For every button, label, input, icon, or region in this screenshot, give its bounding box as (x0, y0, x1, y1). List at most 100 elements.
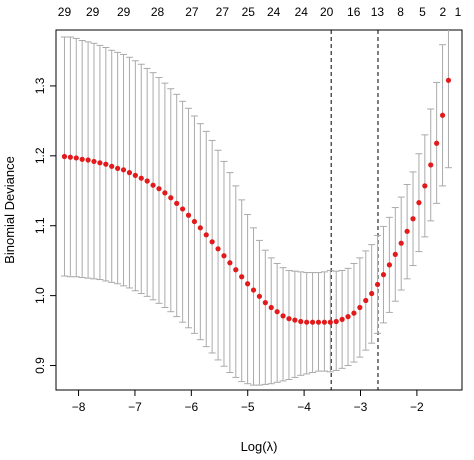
data-point (386, 262, 392, 268)
top-axis-label: 16 (347, 5, 361, 19)
data-point (321, 319, 328, 325)
data-point (280, 313, 286, 319)
plot-frame (55, 29, 463, 391)
data-point (268, 304, 274, 311)
error-bars (60, 30, 452, 386)
data-point (439, 112, 446, 118)
data-point (191, 218, 198, 225)
top-axis-label: 28 (151, 5, 165, 19)
x-axis: −8 −7 −6 −5 −4 −3 −2 (72, 390, 424, 414)
x-axis-label: Log(λ) (241, 439, 278, 454)
data-point (168, 195, 174, 201)
data-point (144, 178, 150, 184)
top-axis-label: 29 (58, 5, 72, 19)
data-point (351, 310, 357, 316)
x-tick-label: −4 (297, 400, 311, 414)
y-tick-label: 1.0 (33, 287, 47, 304)
y-tick-label: 0.9 (33, 357, 47, 374)
top-axis-label: 27 (185, 5, 199, 19)
data-point (363, 297, 369, 304)
data-point (245, 281, 251, 287)
y-axis: 0.9 1.0 1.1 1.2 1.3 (33, 77, 56, 374)
data-point (398, 240, 404, 246)
data-point (292, 317, 298, 323)
data-point (180, 206, 186, 212)
data-point (209, 239, 215, 245)
data-point (156, 186, 162, 192)
x-tick-label: −2 (410, 400, 424, 414)
data-point (227, 260, 233, 266)
data-point (298, 318, 304, 325)
data-point (304, 319, 310, 325)
data-point (109, 163, 115, 169)
data-point (309, 319, 316, 325)
data-point (215, 246, 221, 252)
data-point (357, 304, 363, 311)
top-axis: 29 29 29 28 27 27 25 24 24 20 16 13 8 5 2 1 (58, 5, 462, 19)
data-point (345, 314, 351, 320)
data-point (256, 293, 263, 299)
data-point (380, 272, 387, 278)
data-point (120, 167, 127, 173)
data-point (404, 228, 410, 234)
data-point (286, 316, 292, 322)
data-point (333, 318, 339, 325)
data-point (274, 309, 280, 315)
data-point (85, 157, 91, 163)
top-axis-label: 13 (371, 5, 385, 19)
top-axis-label: 27 (216, 5, 230, 19)
data-point (445, 77, 452, 83)
data-point (73, 155, 79, 161)
data-point (392, 251, 398, 257)
top-axis-label: 2 (439, 5, 446, 19)
x-tick-label: −7 (128, 400, 142, 414)
data-point (97, 160, 103, 166)
data-point (185, 212, 192, 218)
y-tick-label: 1.2 (33, 147, 47, 164)
data-point (315, 319, 322, 325)
top-axis-label: 24 (295, 5, 309, 19)
data-point (203, 232, 209, 238)
top-axis-label: 5 (419, 5, 426, 19)
data-point (239, 274, 245, 280)
y-tick-label: 1.3 (33, 77, 47, 94)
y-axis-label: Binomial Deviance (2, 156, 17, 264)
data-point (150, 182, 156, 188)
data-point (221, 253, 227, 259)
data-point (434, 140, 440, 146)
data-point (91, 158, 97, 165)
data-point (339, 316, 345, 322)
data-point (132, 172, 138, 178)
data-point (416, 200, 422, 206)
data-point (428, 162, 434, 168)
data-point (233, 267, 239, 273)
top-axis-label: 24 (267, 5, 281, 19)
x-tick-label: −3 (354, 400, 368, 414)
data-point (61, 153, 68, 160)
data-point (115, 165, 121, 172)
x-tick-label: −6 (184, 400, 198, 414)
top-axis-label: 20 (320, 5, 334, 19)
top-axis-label: 29 (86, 5, 100, 19)
data-point (369, 290, 375, 297)
x-tick-label: −8 (72, 400, 86, 414)
data-point (197, 225, 203, 231)
data-point (174, 200, 180, 206)
data-point (262, 300, 268, 306)
data-point (162, 190, 168, 196)
top-axis-label: 25 (242, 5, 256, 19)
top-axis-label: 8 (397, 5, 404, 19)
data-point (126, 170, 133, 176)
data-point (103, 161, 109, 167)
data-point (374, 281, 381, 288)
data-point (327, 319, 333, 325)
data-point (410, 216, 416, 222)
top-axis-label: 1 (455, 5, 462, 19)
reference-lines (330, 30, 379, 390)
y-tick-label: 1.1 (33, 217, 47, 234)
data-point (422, 183, 428, 189)
data-point (138, 175, 144, 181)
mean-points (61, 77, 452, 325)
